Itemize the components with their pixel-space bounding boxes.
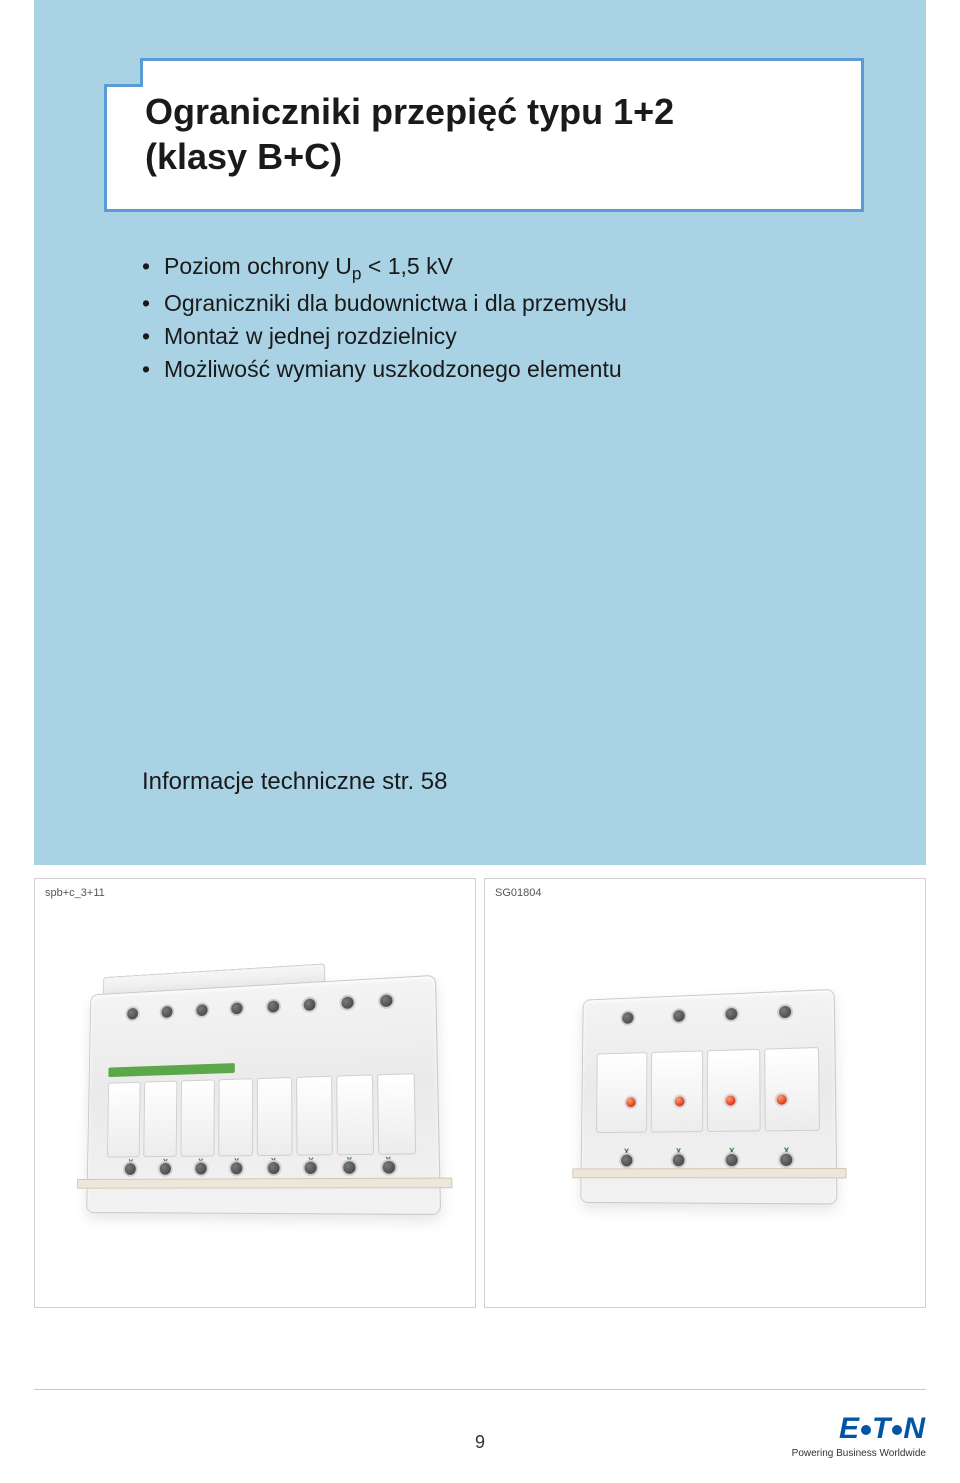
din-rail (77, 1178, 453, 1189)
module (596, 1052, 647, 1133)
terminal-hole (303, 1160, 319, 1177)
terminal-hole (341, 1159, 358, 1176)
product-card: SG01804 (484, 878, 926, 1308)
terminal-holes-bottom (601, 1151, 815, 1168)
brand-name-part: E (839, 1412, 860, 1445)
product-row: spb+c_3+11 (34, 878, 926, 1308)
module-strip (107, 1073, 415, 1157)
product-sku: SG01804 (495, 887, 915, 899)
bullet-item: Montaż w jednej rozdzielnicy (142, 320, 862, 353)
module (181, 1079, 215, 1156)
brand-logo: ETN (792, 1412, 926, 1446)
feature-bullets: Poziom ochrony Up < 1,5 kV Ograniczniki … (142, 250, 862, 387)
module (336, 1074, 374, 1155)
device-illustration: X X X X (580, 989, 837, 1205)
terminal-holes-top (602, 1003, 813, 1027)
lamp-indicator (775, 1092, 789, 1106)
terminal-hole (194, 1002, 209, 1018)
terminal-hole (193, 1161, 208, 1177)
bullet-item: Ograniczniki dla budownictwa i dla przem… (142, 287, 862, 320)
page-footer: 9 ETN Powering Business Worldwide (34, 1389, 926, 1459)
bullet-text: Montaż w jednej rozdzielnicy (164, 323, 457, 349)
brand-tagline: Powering Business Worldwide (792, 1448, 926, 1459)
module-strip (596, 1047, 819, 1133)
lamp-indicator (624, 1095, 637, 1109)
terminal-hole (229, 1160, 245, 1176)
module (707, 1049, 760, 1132)
brand-name-part: T (872, 1412, 891, 1445)
bullet-item: Poziom ochrony Up < 1,5 kV (142, 250, 862, 287)
module (296, 1076, 333, 1156)
module (107, 1082, 141, 1158)
product-figure: X X X X (505, 909, 905, 1287)
device-body: X X X X X X X X (86, 975, 441, 1215)
module (377, 1073, 416, 1155)
brand-dot-icon (892, 1425, 902, 1435)
bullet-text: Możliwość wymiany uszkodzonego elementu (164, 356, 622, 382)
title-line-2: (klasy B+C) (145, 136, 342, 177)
terminal-hole (619, 1152, 634, 1168)
page-title: Ograniczniki przepięć typu 1+2 (klasy B+… (145, 89, 827, 179)
bullet-text-prefix: Poziom ochrony U (164, 253, 352, 279)
terminal-holes-bottom (113, 1159, 408, 1177)
brand-block: ETN Powering Business Worldwide (792, 1412, 926, 1459)
terminal-hole (123, 1161, 138, 1177)
terminal-hole (265, 998, 281, 1014)
terminal-hole (777, 1004, 793, 1021)
page-number: 9 (475, 1432, 485, 1453)
terminal-hole (620, 1010, 635, 1026)
product-sku: spb+c_3+11 (45, 887, 465, 899)
terminal-hole (339, 994, 355, 1011)
module (144, 1081, 178, 1158)
lamp-indicator (673, 1094, 687, 1108)
terminal-hole (724, 1006, 740, 1022)
module (651, 1050, 703, 1132)
page: Ograniczniki przepięć typu 1+2 (klasy B+… (0, 0, 960, 1483)
device-green-label (109, 1063, 235, 1077)
bullet-text: Ograniczniki dla budownictwa i dla przem… (164, 290, 627, 316)
info-panel: Ograniczniki przepięć typu 1+2 (klasy B+… (34, 0, 926, 865)
terminal-hole (160, 1004, 175, 1020)
lamp-indicator (723, 1093, 737, 1107)
brand-dot-icon (861, 1425, 871, 1435)
terminal-hole (671, 1008, 686, 1024)
info-reference: Informacje techniczne str. 58 (142, 768, 447, 796)
bullet-text-suffix: < 1,5 kV (362, 253, 453, 279)
terminal-hole (302, 996, 318, 1013)
device-body: X X X X (580, 989, 837, 1205)
terminal-hole (266, 1160, 282, 1176)
bullet-subscript: p (352, 264, 362, 284)
module (257, 1077, 292, 1156)
title-card: Ograniczniki przepięć typu 1+2 (klasy B+… (104, 58, 864, 212)
brand-name-part: N (903, 1412, 926, 1445)
product-figure: X X X X X X X X (55, 909, 455, 1287)
terminal-hole (158, 1161, 173, 1177)
terminal-hole (671, 1152, 687, 1168)
din-rail (572, 1168, 846, 1178)
terminal-hole (378, 992, 395, 1009)
module (218, 1078, 253, 1156)
terminal-hole (229, 1000, 244, 1016)
title-line-1: Ograniczniki przepięć typu 1+2 (145, 91, 674, 132)
terminal-hole (778, 1152, 794, 1169)
terminal-hole (380, 1159, 397, 1176)
device-illustration: X X X X X X X X (86, 975, 441, 1215)
module (764, 1047, 819, 1131)
bullet-item: Możliwość wymiany uszkodzonego elementu (142, 353, 862, 386)
terminal-holes-top (116, 992, 405, 1022)
terminal-hole (724, 1152, 740, 1168)
terminal-hole (126, 1006, 141, 1022)
product-card: spb+c_3+11 (34, 878, 476, 1308)
